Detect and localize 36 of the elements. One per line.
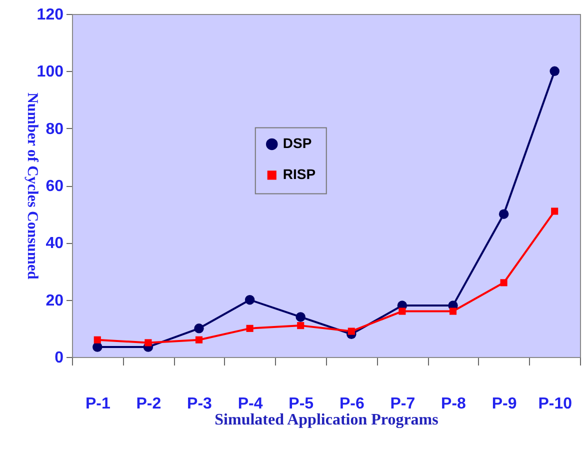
point <box>244 294 255 305</box>
point <box>348 328 355 335</box>
y-tick-label: 60 <box>46 178 64 195</box>
x-tick-label: P-2 <box>136 396 162 412</box>
point <box>398 308 406 315</box>
x-tick-label: P-4 <box>238 396 263 412</box>
x-tick-label: P-5 <box>288 396 314 412</box>
x-tick-label: P-1 <box>85 396 110 412</box>
point <box>296 312 306 322</box>
x-axis-title: Simulated Application Programs <box>214 412 438 428</box>
y-tick-label: 40 <box>46 235 64 252</box>
point <box>551 208 558 215</box>
y-tick-label: 100 <box>36 64 64 81</box>
legend-label: DSP <box>282 135 312 152</box>
x-tick-label: P-9 <box>492 396 517 412</box>
x-tick-label: P-6 <box>339 396 364 412</box>
y-tick-label: 0 <box>54 350 64 366</box>
point <box>500 279 508 286</box>
x-tick-label: P-7 <box>390 396 416 412</box>
point <box>144 339 152 346</box>
y-tick-label: 20 <box>46 292 64 310</box>
y-tick-label: 80 <box>46 120 64 138</box>
point <box>297 322 304 330</box>
y-axis-title: Number of Cycles Consumed <box>24 92 40 280</box>
point <box>246 324 254 332</box>
x-tick-label: P-10 <box>538 396 572 412</box>
point <box>94 336 101 344</box>
legend-label: RISP <box>282 166 316 182</box>
point <box>449 308 457 315</box>
point <box>498 209 509 219</box>
x-tick-label: P-3 <box>187 396 212 412</box>
point <box>550 66 560 76</box>
point <box>195 336 203 344</box>
y-tick-label: 120 <box>36 6 64 24</box>
point <box>194 324 204 334</box>
x-tick-label: P-8 <box>441 396 466 412</box>
